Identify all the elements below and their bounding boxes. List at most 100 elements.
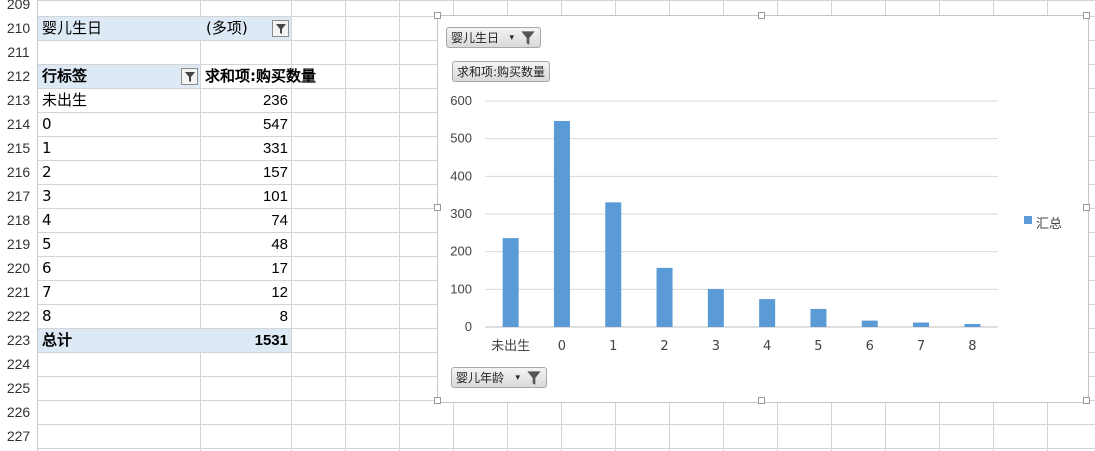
pivot-row-label[interactable]: 3	[42, 187, 52, 205]
pivot-chart[interactable]: 婴儿生日 ▾ 求和项:购买数量 婴儿年龄 ▾ 0 100 200 300 400 500 6…	[437, 15, 1089, 403]
pivot-row-label[interactable]: 未出生	[42, 91, 88, 109]
chart-axis-field-label: 婴儿年龄	[456, 371, 505, 385]
chart-value-label: 求和项:购买数量	[457, 65, 546, 79]
bar	[861, 320, 878, 327]
row-divider	[0, 448, 1095, 449]
pivot-row-label[interactable]: 8	[42, 307, 52, 325]
row-number[interactable]: 219	[6, 236, 31, 252]
x-tick-label: 5	[814, 339, 822, 354]
x-tick-label: 6	[866, 339, 874, 354]
chart-filter-button[interactable]: 婴儿生日 ▾	[446, 27, 541, 48]
x-tick-label: 4	[763, 339, 771, 354]
resize-handle-bottom[interactable]	[758, 397, 765, 404]
pivot-row-value[interactable]: 236	[262, 92, 288, 109]
dropdown-arrow-icon: ▾	[515, 373, 520, 383]
resize-handle-top[interactable]	[758, 12, 765, 19]
x-tick-label: 7	[917, 339, 925, 354]
x-tick-label: 2	[660, 339, 668, 354]
row-number[interactable]: 220	[6, 260, 31, 276]
pivot-row-value[interactable]: 17	[271, 260, 288, 277]
y-tick-label: 0	[465, 319, 472, 334]
pivot-row-label[interactable]: 4	[42, 211, 52, 229]
pivot-row-label[interactable]: 5	[42, 235, 52, 253]
legend-swatch	[1024, 216, 1032, 224]
y-tick-label: 200	[450, 244, 472, 259]
row-number[interactable]: 213	[6, 92, 31, 108]
y-tick-label: 500	[450, 131, 472, 146]
column-divider	[399, 0, 400, 451]
row-header-column: 209 210 211 212 213 214 215 216 217 218 219 220 221 2…	[0, 0, 38, 451]
filter-dropdown-button[interactable]	[272, 20, 289, 37]
resize-handle-top-left[interactable]	[434, 12, 441, 19]
resize-handle-right[interactable]	[1083, 204, 1090, 211]
row-number[interactable]: 212	[6, 68, 31, 84]
row-number[interactable]: 214	[6, 116, 31, 132]
row-number[interactable]: 216	[6, 164, 31, 180]
total-label: 总计	[42, 331, 73, 349]
filter-icon	[276, 24, 286, 34]
row-label-header: 行标签	[42, 67, 88, 85]
pivot-row-value[interactable]: 12	[271, 284, 288, 301]
pivot-row-value[interactable]: 331	[262, 140, 288, 157]
pivot-row-value[interactable]: 8	[279, 308, 288, 325]
resize-handle-bottom-left[interactable]	[434, 397, 441, 404]
row-number[interactable]: 217	[6, 188, 31, 204]
total-value: 1531	[254, 332, 288, 349]
row-number[interactable]: 210	[6, 20, 31, 36]
bar-chart-plot: 0 100 200 300 400 500 600 未出生 0 1 2 3 4 5 6 7 8	[450, 93, 998, 354]
row-number[interactable]: 215	[6, 140, 31, 156]
legend-label: 汇总	[1036, 217, 1063, 232]
filter-row-fill	[37, 17, 291, 40]
bar	[605, 202, 622, 327]
column-divider	[291, 0, 292, 451]
row-number[interactable]: 223	[6, 332, 31, 348]
row-number[interactable]: 209	[6, 0, 31, 12]
y-tick-label: 300	[450, 206, 472, 221]
filter-icon	[185, 72, 195, 82]
resize-handle-top-right[interactable]	[1083, 12, 1090, 19]
x-tick-label: 1	[609, 339, 617, 354]
x-tick-label: 8	[968, 339, 976, 354]
pivot-row-value[interactable]: 48	[271, 236, 288, 253]
chart-value-button[interactable]: 求和项:购买数量	[452, 61, 551, 82]
pivot-row-label[interactable]: 2	[42, 163, 52, 181]
bar	[553, 120, 570, 327]
pivot-row-value[interactable]: 547	[262, 116, 288, 133]
pivot-row-label[interactable]: 7	[42, 283, 52, 301]
row-number[interactable]: 227	[6, 428, 31, 444]
row-number[interactable]: 222	[6, 308, 31, 324]
bar	[913, 322, 930, 327]
bar	[656, 267, 673, 327]
x-tick-label: 0	[558, 339, 566, 354]
bar	[964, 323, 981, 327]
row-number[interactable]: 211	[7, 44, 30, 60]
resize-handle-bottom-right[interactable]	[1083, 397, 1090, 404]
row-label-header-fill	[37, 65, 200, 88]
y-tick-label: 600	[450, 93, 472, 108]
pivot-row-label[interactable]: 6	[42, 259, 52, 277]
total-row-fill	[37, 329, 291, 352]
row-label-filter-button[interactable]	[181, 68, 198, 85]
resize-handle-left[interactable]	[434, 204, 441, 211]
row-number[interactable]: 224	[6, 356, 31, 372]
filter-field-label: 婴儿生日	[42, 19, 103, 37]
column-divider	[345, 0, 346, 451]
bar	[759, 299, 776, 327]
x-tick-label: 未出生	[491, 339, 530, 354]
column-divider	[200, 0, 201, 451]
pivot-row-value[interactable]: 101	[262, 188, 288, 205]
row-number[interactable]: 226	[6, 404, 31, 420]
pivot-row-value[interactable]: 74	[271, 212, 288, 229]
pivot-row-label[interactable]: 0	[42, 115, 52, 133]
x-tick-label: 3	[712, 339, 720, 354]
chart-axis-field-button[interactable]: 婴儿年龄 ▾	[451, 367, 547, 388]
pivot-row-label[interactable]: 1	[42, 139, 52, 157]
row-divider	[0, 424, 1095, 425]
dropdown-arrow-icon: ▾	[509, 33, 514, 43]
pivot-row-value[interactable]: 157	[262, 164, 288, 181]
bar	[707, 288, 724, 327]
row-number[interactable]: 218	[6, 212, 31, 228]
row-number[interactable]: 225	[6, 380, 31, 396]
filter-icon	[527, 371, 541, 385]
row-number[interactable]: 221	[6, 284, 31, 300]
